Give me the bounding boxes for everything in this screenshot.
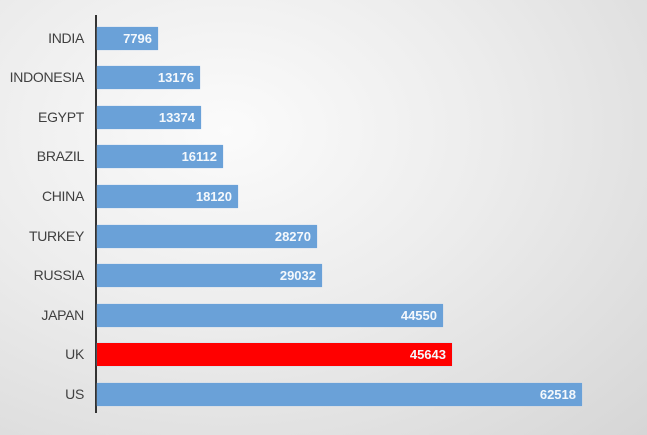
bar-row-russia: RUSSIA 29032 bbox=[0, 264, 647, 287]
category-label: TURKEY bbox=[29, 228, 84, 244]
bar: 13374 bbox=[97, 106, 201, 129]
value-label: 28270 bbox=[274, 229, 311, 244]
bar-row-us: US 62518 bbox=[0, 383, 647, 406]
bar-row-brazil: BRAZIL 16112 bbox=[0, 145, 647, 168]
bar: 16112 bbox=[97, 145, 223, 168]
category-label: JAPAN bbox=[41, 307, 84, 323]
bar-row-uk: UK 45643 bbox=[0, 343, 647, 366]
bar-row-china: CHINA 18120 bbox=[0, 185, 647, 208]
bar-row-indonesia: INDONESIA 13176 bbox=[0, 66, 647, 89]
value-label: 44550 bbox=[400, 308, 437, 323]
bar: 28270 bbox=[97, 225, 317, 248]
category-label: RUSSIA bbox=[33, 267, 85, 283]
bar: 44550 bbox=[97, 304, 443, 327]
bar: 7796 bbox=[97, 27, 158, 50]
bar: 18120 bbox=[97, 185, 238, 208]
category-label: US bbox=[65, 386, 84, 402]
highlighted-bar: 45643 bbox=[97, 343, 452, 366]
bar-row-egypt: EGYPT 13374 bbox=[0, 106, 647, 129]
value-label: 13374 bbox=[158, 110, 195, 125]
bar: 29032 bbox=[97, 264, 322, 287]
bar: 13176 bbox=[97, 66, 200, 89]
value-label: 18120 bbox=[195, 189, 232, 204]
value-label: 62518 bbox=[539, 387, 576, 402]
value-label: 7796 bbox=[123, 31, 152, 46]
value-label: 16112 bbox=[181, 149, 217, 164]
category-label: CHINA bbox=[41, 188, 84, 204]
category-label: INDONESIA bbox=[9, 69, 85, 85]
bar-row-turkey: TURKEY 28270 bbox=[0, 225, 647, 248]
category-label: BRAZIL bbox=[36, 148, 85, 164]
bar-row-japan: JAPAN 44550 bbox=[0, 304, 647, 327]
value-label: 13176 bbox=[157, 70, 194, 85]
category-label: UK bbox=[65, 346, 84, 362]
bar-row-india: INDIA 7796 bbox=[0, 27, 647, 50]
value-label: 45643 bbox=[409, 347, 446, 362]
y-axis-line bbox=[95, 15, 97, 413]
category-label: INDIA bbox=[48, 30, 84, 46]
value-label: 29032 bbox=[279, 268, 316, 283]
bar: 62518 bbox=[97, 383, 582, 406]
category-label: EGYPT bbox=[38, 109, 84, 125]
